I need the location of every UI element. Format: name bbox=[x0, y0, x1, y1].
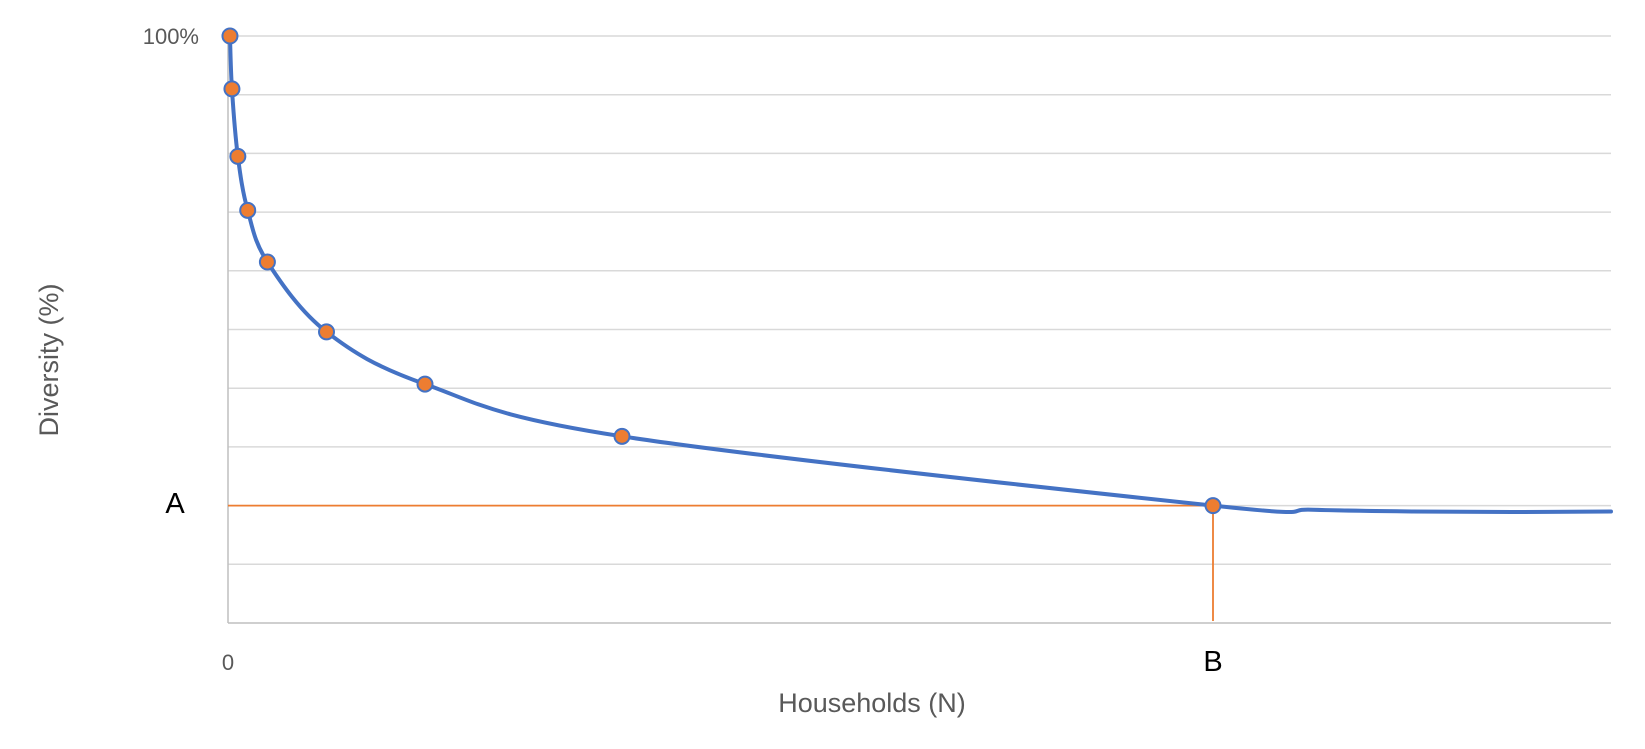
reference-lines bbox=[228, 504, 1214, 621]
axes bbox=[227, 36, 1611, 624]
x-tick-label: 0 bbox=[222, 650, 234, 675]
data-point-marker bbox=[416, 375, 434, 393]
series-line bbox=[227, 34, 1613, 515]
data-point-marker bbox=[239, 201, 257, 219]
data-point-marker bbox=[221, 27, 239, 45]
labels: Households (N) Diversity (%) A B 0 100% bbox=[34, 24, 1223, 718]
data-point-marker bbox=[229, 147, 247, 165]
data-point-marker bbox=[318, 323, 335, 341]
data-point-marker bbox=[1204, 497, 1222, 515]
data-point-marker bbox=[258, 253, 276, 271]
data-point-marker bbox=[223, 80, 241, 98]
reference-label-a: A bbox=[165, 488, 185, 520]
series-layer bbox=[221, 27, 1613, 515]
y-axis-title: Diversity (%) bbox=[34, 284, 64, 437]
y-tick-label: 100% bbox=[143, 24, 199, 49]
gridlines bbox=[228, 35, 1611, 566]
data-point-marker bbox=[613, 427, 631, 445]
x-axis-title: Households (N) bbox=[778, 688, 966, 718]
reference-label-b: B bbox=[1203, 646, 1222, 678]
